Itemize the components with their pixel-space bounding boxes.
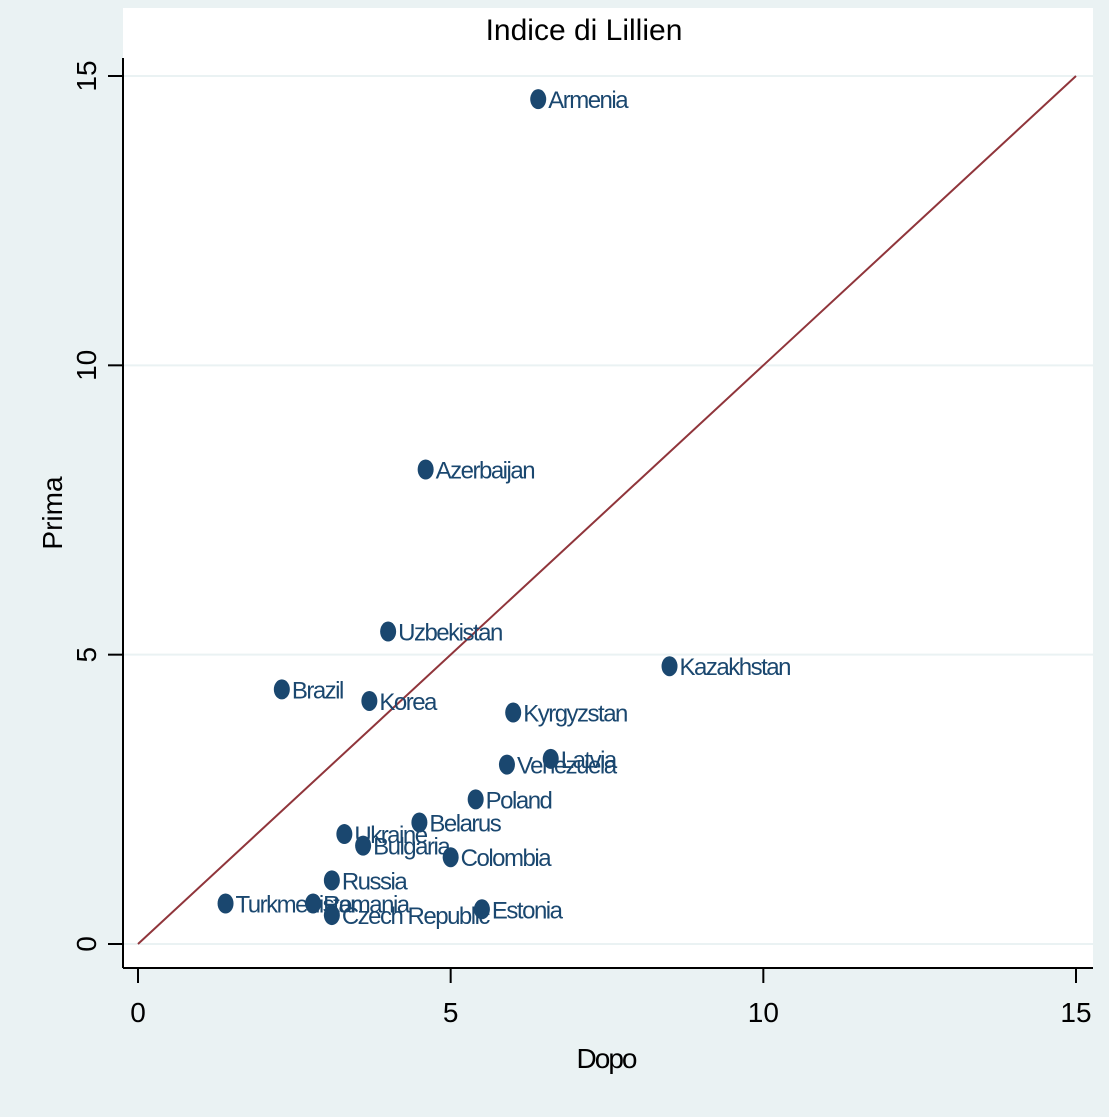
data-point-marker — [411, 812, 428, 833]
x-tick-label: 0 — [130, 997, 146, 1028]
data-point-marker — [217, 893, 234, 914]
y-tick-label: 10 — [71, 350, 102, 381]
data-point-marker — [661, 656, 678, 677]
y-axis-ticks: 0 5 10 15 — [71, 60, 123, 952]
x-tick-label: 15 — [1060, 997, 1091, 1028]
data-point-marker — [305, 893, 322, 914]
data-point-label: Colombia — [461, 845, 553, 872]
y-tick-label: 5 — [71, 647, 102, 663]
data-points: Armenia Azerbaijan Uzbekistan Kazakhstan Bra… — [217, 87, 792, 930]
data-point-label: Estonia — [492, 897, 564, 924]
data-point-label: Venezuela — [517, 753, 618, 780]
data-point-marker — [417, 459, 434, 480]
data-point-marker — [498, 754, 515, 775]
chart-title: Indice di Lillien — [486, 14, 683, 47]
data-point-label: Bulgaria — [373, 834, 451, 861]
data-point-marker — [361, 690, 378, 711]
data-point-marker — [273, 679, 290, 700]
data-point-label: Azerbaijan — [436, 457, 535, 484]
y-tick-label: 0 — [71, 936, 102, 952]
data-point-label: Latvia — [561, 747, 618, 774]
x-axis-ticks: 0 5 10 15 — [130, 968, 1092, 1028]
y-axis-label: Prima — [37, 476, 68, 550]
data-point-marker — [442, 847, 459, 868]
data-point-marker — [473, 899, 490, 920]
data-point-label: Uzbekistan — [398, 620, 502, 647]
data-point-label: Turkmenistan — [236, 891, 363, 918]
reference-line — [137, 75, 1077, 945]
data-point-marker — [355, 835, 372, 856]
data-point-label: Armenia — [548, 87, 629, 114]
data-point-marker — [336, 824, 353, 845]
data-point-label: Brazil — [292, 677, 343, 704]
x-tick-label: 5 — [443, 997, 459, 1028]
x-axis-label: Dopo — [577, 1043, 637, 1074]
data-point-label: Czech Republic — [342, 903, 491, 930]
data-point-label: Korea — [379, 689, 438, 716]
data-point-marker — [467, 789, 484, 810]
data-point-marker — [530, 89, 547, 110]
data-point-label: Belarus — [429, 810, 501, 837]
data-point-label: Kyrgyzstan — [523, 701, 627, 728]
y-tick-label: 15 — [71, 60, 102, 91]
x-tick-label: 10 — [748, 997, 779, 1028]
data-point-label: Kazakhstan — [680, 654, 791, 681]
data-point-marker — [542, 748, 559, 769]
data-point-label: Poland — [486, 787, 552, 814]
data-point-marker — [380, 621, 397, 642]
data-point-marker — [323, 870, 340, 891]
data-point-marker — [323, 905, 340, 926]
data-point-marker — [505, 702, 522, 723]
data-point-label: Russia — [342, 868, 409, 895]
gridlines — [123, 75, 1093, 945]
